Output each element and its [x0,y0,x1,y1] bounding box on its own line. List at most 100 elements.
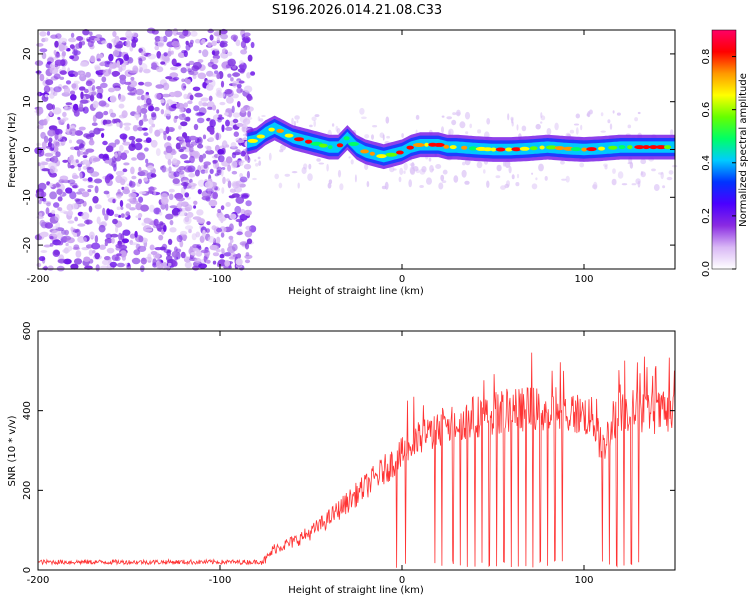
noise-blob [50,34,58,39]
noise-blob [75,159,79,164]
noise-blob [116,206,121,211]
noise-blob [238,80,245,84]
noise-blob [87,177,93,182]
noise-blob [178,136,185,141]
noise-blob [448,128,454,136]
noise-blob [136,96,142,101]
noise-blob [57,207,63,212]
noise-blob [651,168,656,172]
noise-blob [194,257,202,263]
noise-blob [258,118,264,122]
noise-blob [163,249,172,254]
noise-blob [77,223,86,227]
noise-blob [136,105,142,113]
noise-blob [129,207,136,211]
noise-blob [62,235,72,241]
noise-blob [82,151,89,155]
noise-blob [191,233,197,241]
noise-blob [75,198,85,204]
noise-blob [382,134,385,141]
noise-blob [178,113,187,121]
noise-blob [221,187,225,194]
noise-blob [112,198,116,204]
noise-blob [43,85,51,93]
noise-blob [161,165,167,173]
snr-x-ticks: -200 -100 0 100 [27,331,594,586]
noise-blob [83,237,87,243]
noise-blob [203,164,208,169]
noise-blob [138,166,142,173]
noise-blob [70,226,74,232]
noise-blob [176,235,183,243]
noise-blob [60,118,66,123]
noise-blob [483,169,486,174]
spectrogram-x-ticks: -200 -100 0 100 [27,30,594,285]
noise-blob [206,145,212,152]
noise-blob [138,81,145,86]
noise-blob [197,138,202,143]
x-tick-label: 0 [399,274,405,285]
ridge-peak [655,145,667,150]
noise-blob [216,236,221,244]
noise-blob [239,176,248,183]
noise-blob [239,173,244,178]
noise-blob [76,191,83,195]
noise-blob [69,44,75,49]
noise-blob [113,87,121,92]
noise-blob [197,179,206,187]
noise-blob [313,120,317,127]
noise-blob [540,115,546,121]
noise-blob [243,32,251,37]
noise-blob [462,161,466,166]
noise-blob [140,107,148,114]
noise-blob [506,180,510,187]
noise-blob [448,130,451,136]
noise-blob [109,95,117,103]
x-tick-label: -100 [209,575,232,586]
noise-blob [49,147,54,151]
noise-blob [225,119,230,127]
noise-blob [477,129,482,134]
noise-blob [130,242,138,246]
noise-blob [185,108,192,114]
noise-blob [129,200,139,205]
noise-blob [227,180,232,189]
ridge-peak [343,136,350,141]
y-tick-label: 0 [22,146,33,152]
noise-blob [95,264,100,272]
noise-blob [257,116,261,122]
noise-blob [63,86,71,95]
noise-blob [59,70,67,75]
noise-blob [208,95,213,102]
noise-blob [216,227,223,233]
noise-blob [232,118,239,124]
noise-blob [216,36,220,43]
ridge-peak [570,147,582,152]
noise-blob [104,176,111,184]
noise-blob [154,40,158,46]
noise-blob [229,223,234,232]
noise-blob [102,140,108,146]
noise-blob [205,228,210,234]
noise-blob [130,76,135,81]
noise-blob [79,102,84,111]
noise-blob [640,171,643,176]
ridge-peak [539,145,545,150]
noise-blob [225,156,233,164]
noise-blob [188,173,196,178]
noise-blob [192,61,202,70]
noise-blob [116,60,121,68]
noise-blob [607,119,611,124]
noise-blob [202,134,207,140]
noise-blob [227,51,233,57]
noise-blob [123,162,130,166]
noise-blob [86,166,92,170]
noise-blob [201,38,206,44]
noise-blob [42,197,47,202]
noise-blob [143,228,153,232]
noise-blob [464,180,470,185]
noise-blob [204,180,213,189]
noise-blob [66,203,74,211]
noise-blob [247,110,252,118]
ridge-peak [608,145,618,150]
